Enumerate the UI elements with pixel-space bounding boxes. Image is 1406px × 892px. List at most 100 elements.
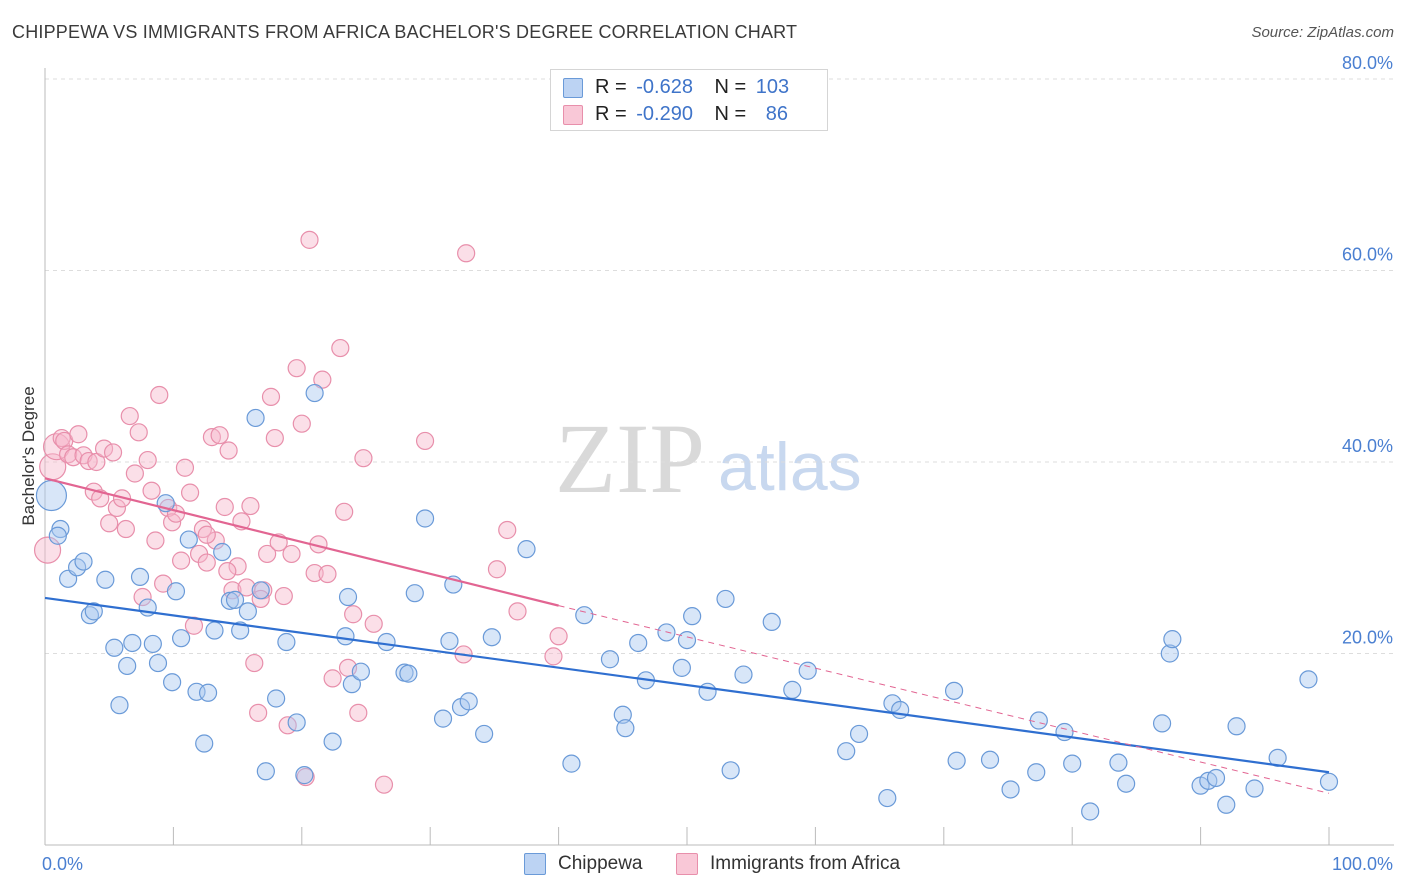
- immigrants-swatch: [676, 853, 698, 875]
- x-tick-label: 100.0%: [1332, 854, 1393, 874]
- immigrants-point: [142, 481, 161, 500]
- chippewa-point: [246, 408, 265, 428]
- chippewa-point: [878, 788, 897, 808]
- immigrants-swatch: [563, 105, 583, 125]
- immigrants-point: [218, 562, 237, 581]
- chippewa-point: [883, 694, 902, 713]
- chippewa-point: [440, 631, 459, 651]
- chippewa-swatch: [563, 78, 583, 98]
- legend-item-label: Chippewa: [558, 853, 643, 874]
- chippewa-point: [944, 681, 964, 700]
- x-tick-labels: 0.0% 100.0%: [42, 854, 1393, 874]
- immigrants-point: [292, 414, 311, 433]
- gridlines: [45, 78, 1394, 654]
- chippewa-point: [105, 638, 124, 657]
- immigrants-point: [374, 775, 394, 794]
- chippewa-point: [213, 542, 232, 562]
- immigrants-point: [549, 627, 568, 646]
- trend-lines: [44, 477, 1330, 794]
- immigrants-point: [249, 703, 268, 722]
- chippewa-point: [251, 581, 270, 600]
- legend-item-label: Immigrants from Africa: [710, 853, 901, 874]
- chippewa-point: [351, 662, 370, 681]
- chippewa-point: [338, 587, 358, 607]
- immigrants-point: [457, 244, 476, 263]
- chippewa-point: [305, 383, 324, 403]
- immigrants-point: [150, 385, 169, 405]
- chippewa-point: [205, 621, 224, 640]
- chippewa-point: [415, 509, 435, 528]
- chippewa-point: [110, 696, 129, 715]
- chart-title: CHIPPEWA VS IMMIGRANTS FROM AFRICA BACHE…: [12, 22, 798, 42]
- chippewa-point: [225, 590, 245, 609]
- chippewa-point: [163, 673, 182, 692]
- immigrants-trend-line: [44, 477, 559, 607]
- r-value: -0.290: [636, 103, 693, 125]
- chippewa-point: [238, 602, 257, 621]
- chippewa-point: [399, 664, 418, 683]
- chippewa-point: [613, 705, 632, 724]
- immigrants-point: [175, 458, 195, 477]
- immigrants-point: [197, 553, 216, 572]
- chippewa-point: [783, 680, 802, 699]
- immigrants-point: [87, 452, 106, 472]
- watermark: ZIP atlas: [555, 403, 862, 514]
- immigrants-point: [265, 428, 284, 448]
- immigrants-point: [172, 551, 191, 570]
- series-legend: Chippewa Immigrants from Africa: [0, 852, 1406, 878]
- immigrants-point: [180, 483, 200, 502]
- immigrants-point: [107, 498, 127, 518]
- chippewa-point: [721, 761, 740, 780]
- immigrants-point: [215, 497, 234, 517]
- chippewa-point: [947, 751, 966, 770]
- chippewa-point: [433, 709, 453, 728]
- chippewa-point: [123, 633, 142, 653]
- immigrants-point: [258, 544, 277, 564]
- watermark-zip: ZIP: [555, 403, 705, 514]
- immigrants-point: [300, 230, 319, 249]
- immigrants-point: [364, 614, 383, 633]
- source-label: Source: ZipAtlas.com: [1251, 24, 1394, 41]
- immigrants-point: [125, 464, 144, 483]
- immigrants-point: [344, 605, 363, 624]
- chippewa-point: [980, 750, 1000, 769]
- y-tick-label: 60.0%: [1342, 245, 1393, 265]
- chippewa-point: [1245, 779, 1264, 798]
- immigrants-point: [261, 387, 281, 406]
- chippewa-point: [1027, 763, 1046, 782]
- immigrants-point: [120, 406, 139, 426]
- chippewa-point: [562, 754, 581, 773]
- immigrants-point: [335, 502, 354, 521]
- chippewa-point: [1227, 717, 1246, 736]
- immigrants-point: [94, 439, 114, 458]
- axes: [44, 68, 1394, 846]
- immigrants-point: [100, 514, 119, 533]
- immigrants-point: [69, 425, 88, 444]
- r-label: R =: [595, 103, 627, 125]
- chippewa-point: [657, 623, 676, 642]
- immigrants-point: [508, 602, 527, 621]
- immigrants-point: [354, 449, 373, 468]
- chippewa-point: [287, 713, 306, 732]
- chippewa-point: [517, 540, 536, 559]
- chippewa-point: [683, 607, 702, 626]
- immigrants-point: [331, 338, 350, 358]
- chippewa-point: [96, 570, 115, 589]
- chippewa-point: [837, 742, 856, 761]
- chippewa-point: [166, 582, 186, 601]
- chippewa-point: [48, 526, 67, 545]
- chippewa-point: [405, 584, 424, 603]
- immigrants-point: [415, 431, 435, 451]
- chippewa-point: [1029, 711, 1048, 730]
- immigrants-point: [103, 443, 123, 462]
- chippewa-point: [256, 762, 275, 781]
- immigrants-point: [349, 703, 368, 722]
- chippewa-point: [35, 479, 68, 512]
- chippewa-point: [849, 724, 869, 744]
- chippewa-point: [179, 530, 198, 549]
- chippewa-point: [130, 567, 150, 587]
- chippewa-point: [716, 589, 735, 609]
- chippewa-point: [1163, 630, 1182, 649]
- x-tick-label: 0.0%: [42, 854, 83, 874]
